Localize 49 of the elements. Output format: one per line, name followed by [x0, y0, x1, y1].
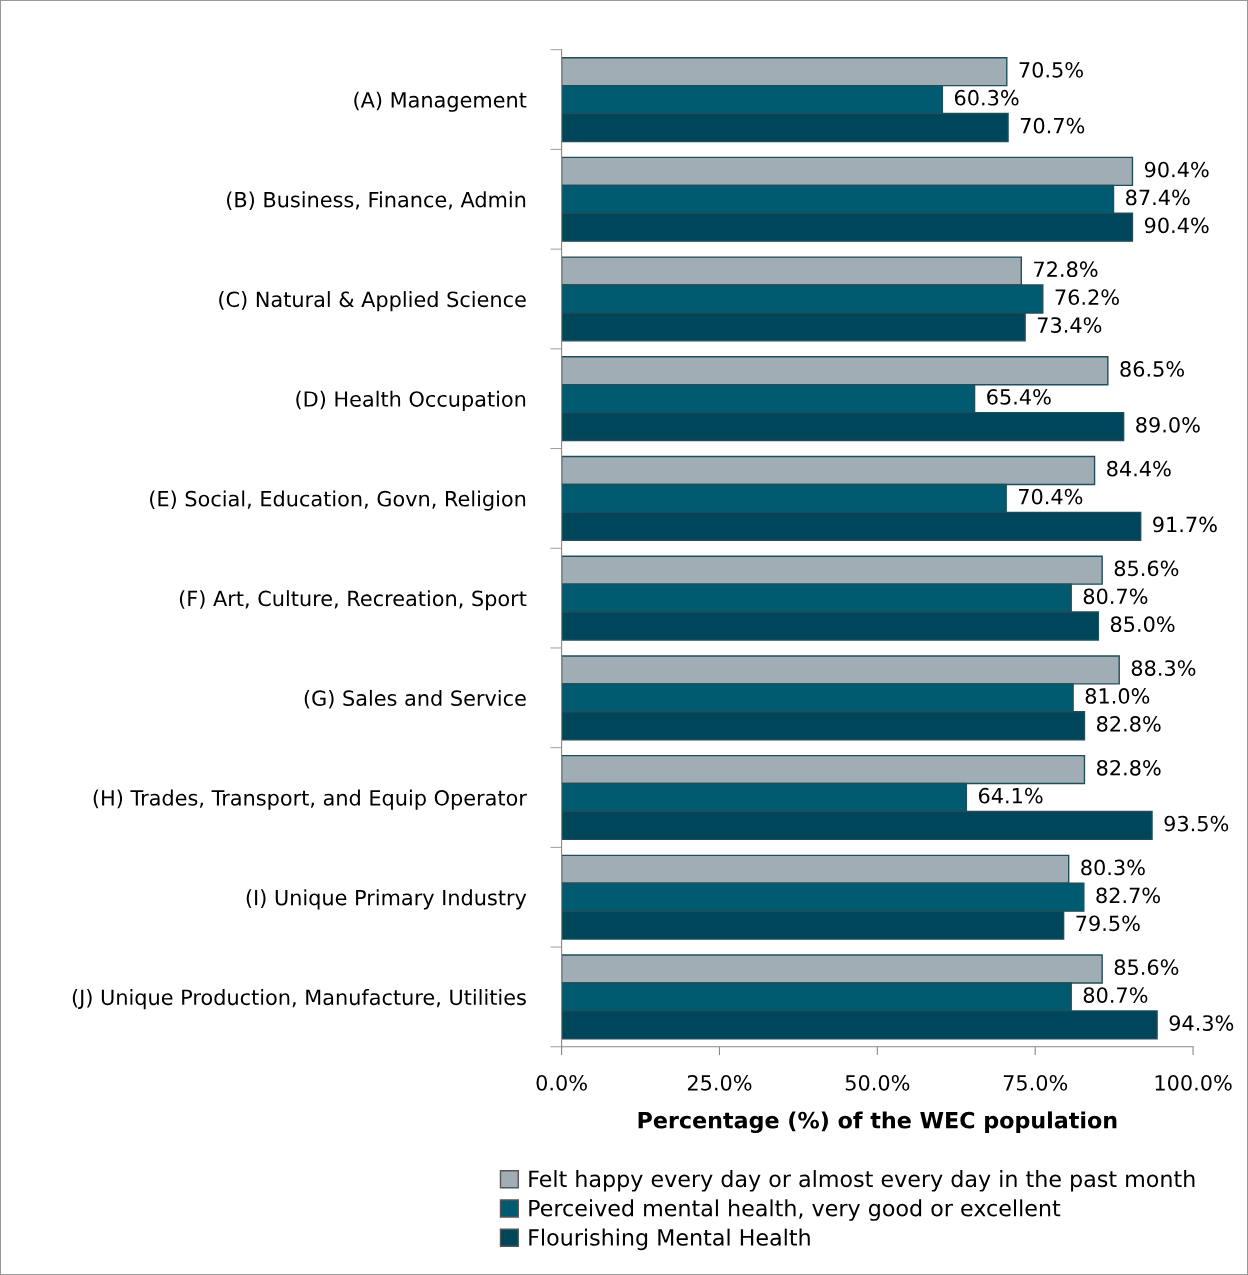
data-label: 72.8%	[1034, 261, 1098, 278]
x-axis-title: Percentage (%) of the WEC population	[638, 1111, 1117, 1134]
legend-label: Flourishing Mental Health	[529, 1228, 810, 1251]
data-label: 85.6%	[1114, 560, 1179, 577]
data-label: 80.7%	[1083, 987, 1148, 1003]
data-label: 90.4%	[1144, 217, 1209, 234]
data-label: 73.4%	[1037, 317, 1102, 333]
data-label: 82.7%	[1096, 887, 1160, 904]
data-label: 87.4%	[1126, 189, 1190, 206]
data-label: 64.1%	[978, 787, 1043, 804]
y-tick-label: (J) Unique Production, Manufacture, Utilities	[72, 989, 526, 1010]
data-label: 65.4%	[987, 388, 1051, 405]
data-label: 85.0%	[1110, 616, 1175, 633]
y-tick-label: (C) Natural & Applied Science	[219, 291, 526, 312]
legend-label: Perceived mental health, very good or excellent	[529, 1199, 1061, 1221]
data-label: 90.4%	[1144, 161, 1209, 178]
x-tick-label: 100.0%	[1155, 1074, 1232, 1091]
x-tick-label: 25.0%	[687, 1074, 752, 1091]
data-label: 93.5%	[1164, 815, 1229, 832]
data-label: 80.3%	[1081, 859, 1145, 876]
data-label: 91.7%	[1153, 516, 1217, 533]
data-label: 76.2%	[1055, 289, 1119, 306]
y-tick-label: (A) Management	[354, 91, 527, 112]
data-label: 86.5%	[1120, 361, 1184, 377]
data-label: 60.3%	[954, 89, 1019, 106]
data-label: 79.5%	[1076, 915, 1140, 932]
data-label: 70.7%	[1020, 117, 1085, 134]
y-tick-label: (H) Trades, Transport, and Equip Operator	[93, 789, 527, 810]
data-label: 70.4%	[1018, 488, 1083, 505]
data-label: 89.0%	[1136, 416, 1200, 433]
data-label: 82.8%	[1097, 759, 1161, 776]
y-tick-label: (B) Business, Finance, Admin	[227, 191, 526, 210]
legend-label: Felt happy every day or almost every day in the past month	[529, 1170, 1195, 1192]
x-tick-label: 0.0%	[536, 1074, 587, 1091]
y-tick-label: (E) Social, Education, Govn, Religion	[150, 490, 526, 511]
data-label: 81.0%	[1085, 688, 1150, 704]
data-label: 94.3%	[1169, 1015, 1234, 1031]
data-label: 85.6%	[1114, 959, 1179, 976]
data-label: 84.4%	[1107, 460, 1171, 477]
data-label: 82.8%	[1097, 716, 1161, 732]
y-tick-label: (I) Unique Primary Industry	[246, 889, 527, 910]
data-label: 80.7%	[1083, 588, 1148, 605]
y-tick-label: (D) Health Occupation	[296, 390, 526, 411]
data-label: 88.3%	[1131, 660, 1196, 676]
x-tick-label: 50.0%	[845, 1074, 910, 1091]
y-tick-label: (F) Art, Culture, Recreation, Sport	[179, 590, 527, 611]
y-tick-label: (G) Sales and Service	[304, 689, 526, 709]
x-tick-label: 75.0%	[1003, 1074, 1068, 1091]
data-label: 70.5%	[1019, 61, 1083, 78]
